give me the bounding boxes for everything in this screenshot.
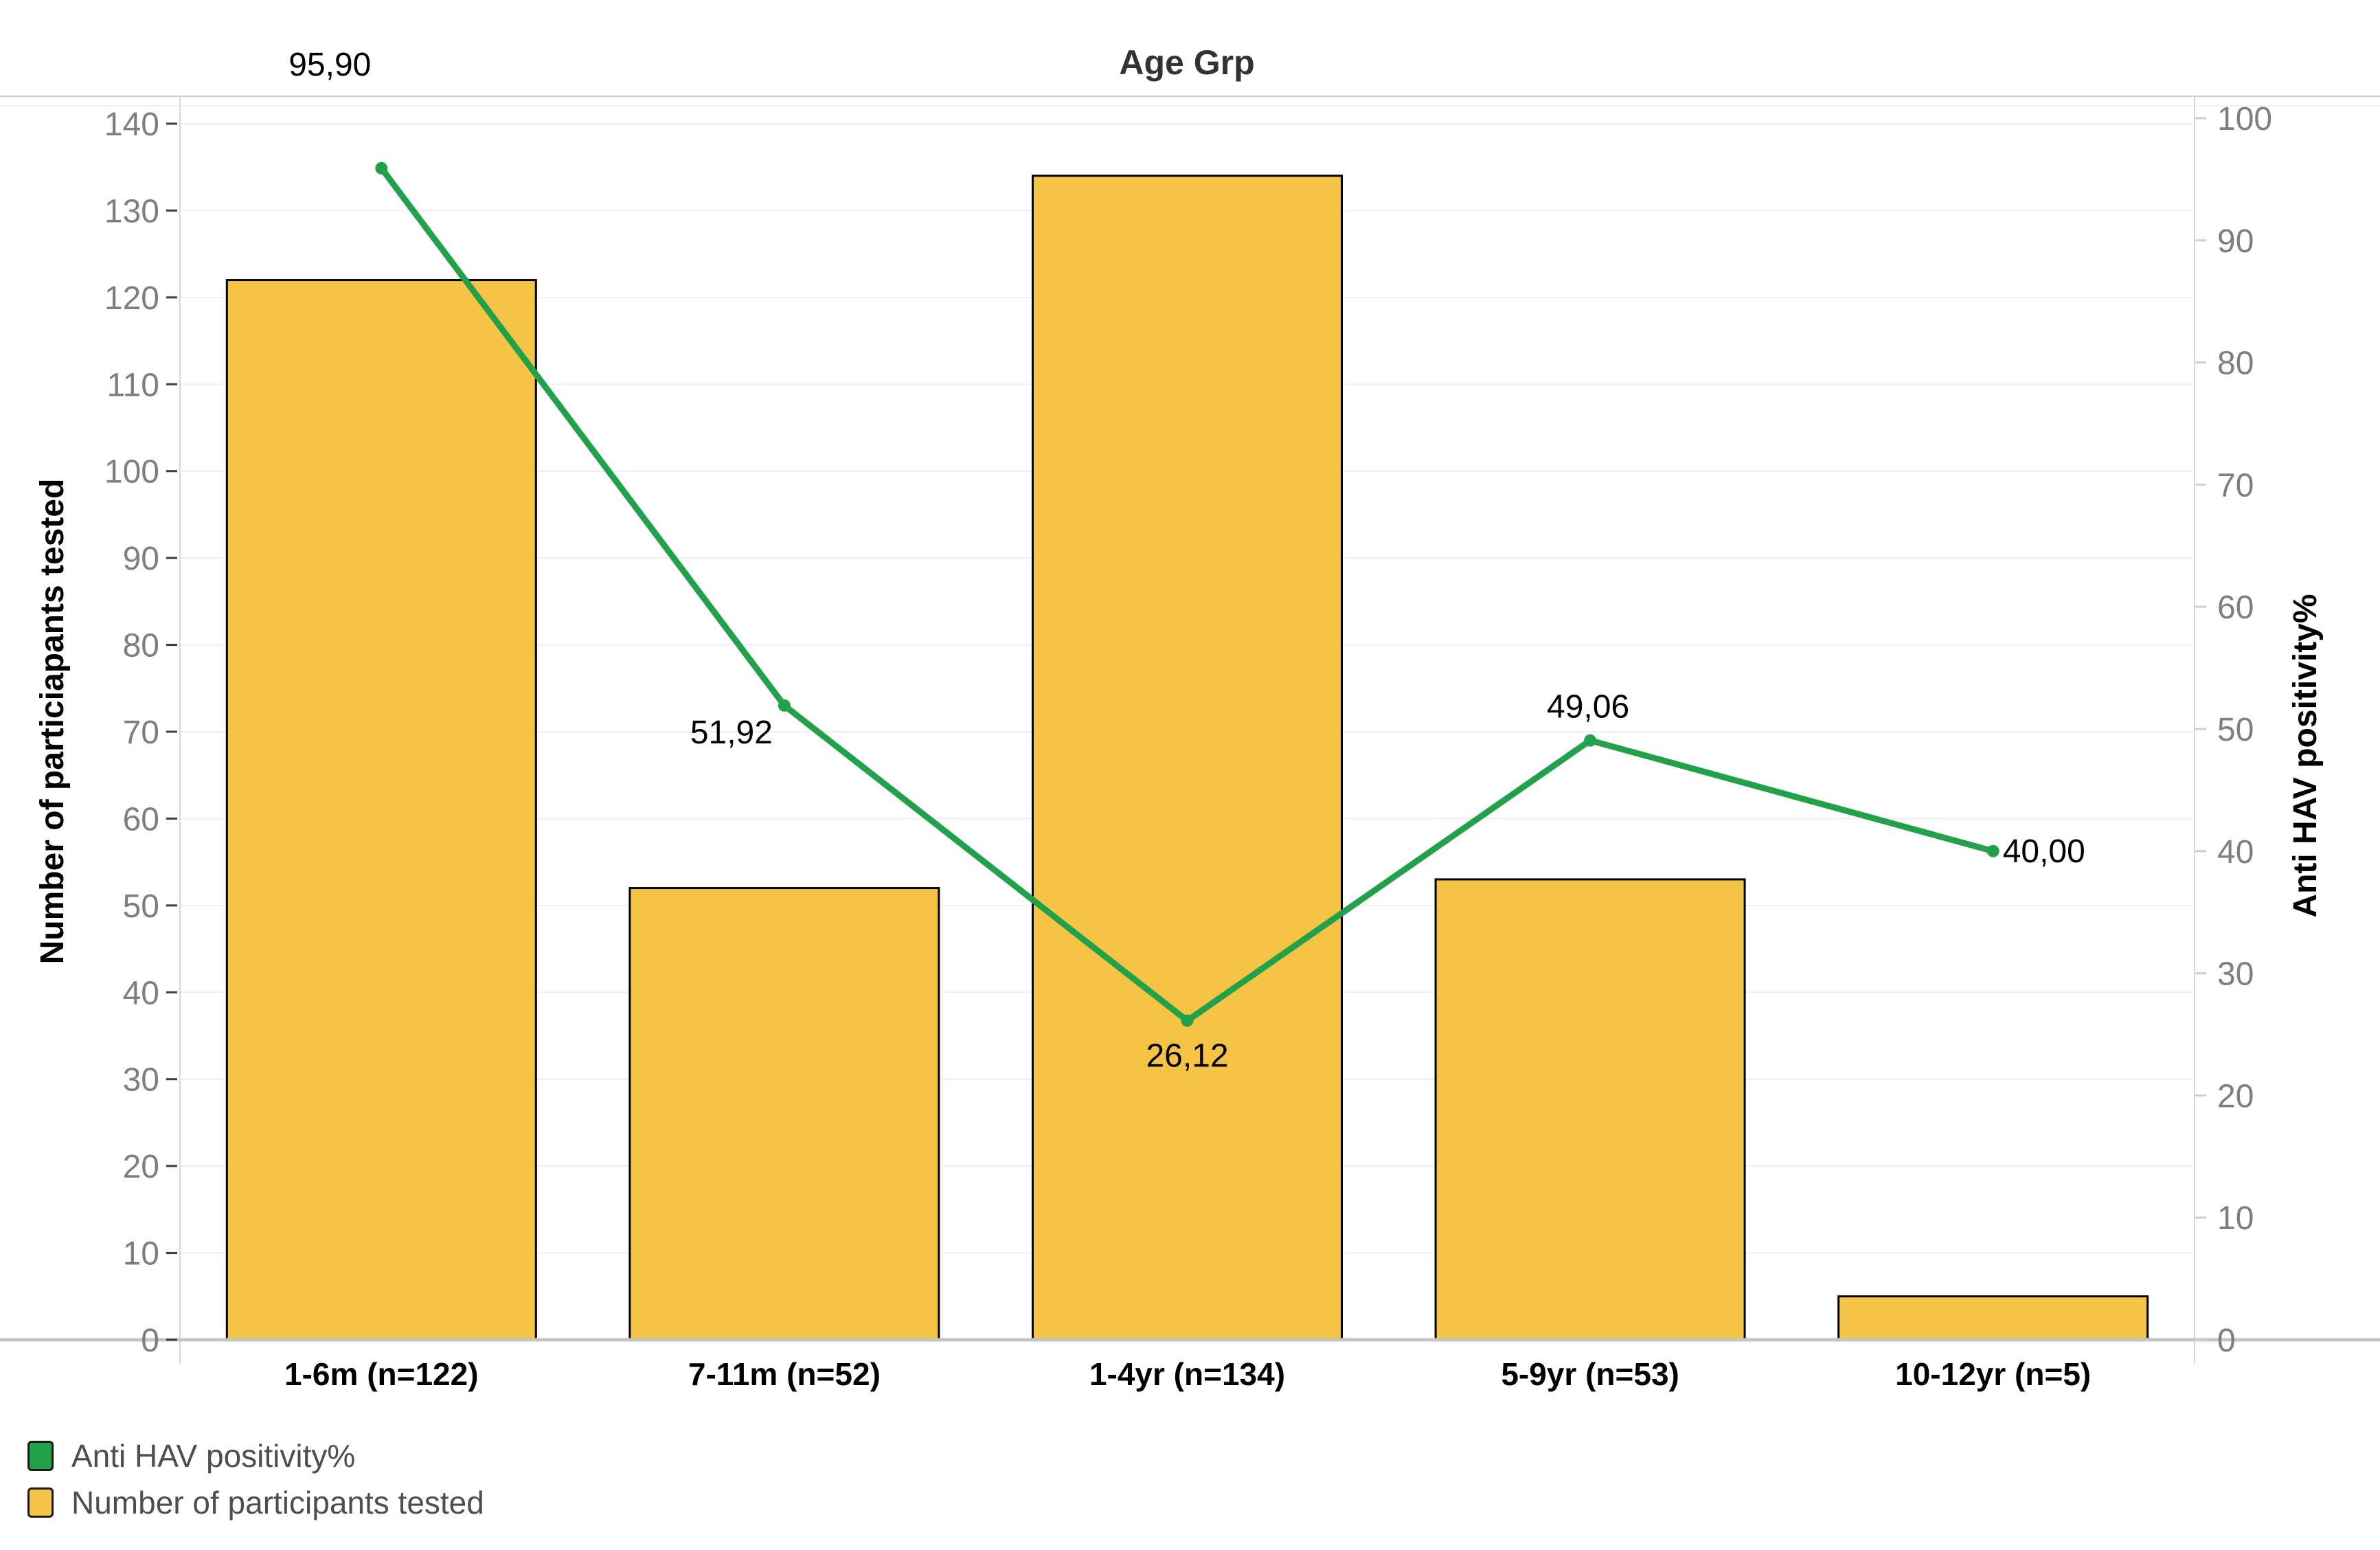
left-axis-tick-label: 10: [123, 1236, 159, 1272]
data-label: 40,00: [2003, 833, 2085, 870]
right-axis-tick-label: 50: [2217, 712, 2254, 748]
line-layer: [375, 161, 1999, 1027]
category-label: 5-9yr (n=53): [1501, 1356, 1679, 1392]
right-axis-title: Anti HAV positivity%: [2287, 594, 2324, 917]
axes-layer: [0, 96, 2380, 1364]
right-axis-tick-label: 40: [2217, 834, 2254, 871]
left-axis-title: Number of particiapants tested: [34, 479, 71, 965]
right-axis-tick-label: 10: [2217, 1200, 2254, 1237]
legend-label: Number of participants tested: [71, 1485, 484, 1520]
left-axis-tick-label: 50: [123, 888, 159, 925]
chart-title: Age Grp: [1119, 43, 1254, 82]
left-axis-tick-label: 120: [104, 280, 159, 317]
line-point-1-4yr (n=134)[interactable]: [1181, 1014, 1194, 1027]
right-axis-tick-label: 90: [2217, 223, 2254, 260]
bar-5-9yr (n=53)[interactable]: [1434, 878, 1746, 1341]
labels-layer: 0 10 20 30 40 50 60 70 80 90 100 110 120 130 140 0 10 20 3…: [104, 47, 2272, 1392]
bar-7-11m (n=52)[interactable]: [628, 887, 940, 1341]
right-axis-tick-label: 80: [2217, 346, 2254, 382]
legend: Anti HAV positivity% Number of participa…: [27, 1440, 484, 1518]
data-label: 26,12: [1146, 1038, 1228, 1075]
line-point-10-12yr (n=5)[interactable]: [1986, 844, 1999, 857]
bar-1-4yr (n=134)[interactable]: [1032, 175, 1343, 1341]
category-label: 1-6m (n=122): [284, 1356, 479, 1392]
legend-label: Anti HAV positivity%: [71, 1438, 356, 1474]
right-axis-tick-label: 70: [2217, 467, 2254, 504]
right-axis-tick-label: 20: [2217, 1078, 2254, 1114]
category-label: 10-12yr (n=5): [1895, 1356, 2091, 1392]
category-label: 7-11m (n=52): [688, 1356, 881, 1392]
left-axis-tick-label: 30: [123, 1062, 159, 1099]
bar-1-6m (n=122)[interactable]: [225, 279, 537, 1341]
left-axis-tick-label: 130: [104, 193, 159, 229]
line-point-5-9yr (n=53)[interactable]: [1584, 734, 1597, 747]
left-axis-tick-label: 90: [123, 541, 159, 577]
line-point-7-11m (n=52)[interactable]: [778, 699, 791, 712]
left-axis-tick-label: 60: [123, 801, 159, 838]
left-axis-tick-label: 40: [123, 975, 159, 1011]
left-axis-tick-label: 80: [123, 628, 159, 664]
data-label: 49,06: [1547, 689, 1629, 726]
data-label: 95,90: [288, 47, 371, 83]
left-axis-tick-label: 100: [104, 454, 159, 491]
legend-swatch-yellow: [27, 1487, 54, 1518]
left-axis-tick-label: 140: [104, 106, 159, 143]
left-axis-tick-label: 110: [106, 367, 159, 403]
legend-swatch-green: [27, 1441, 54, 1471]
right-axis-tick-label: 0: [2217, 1323, 2236, 1359]
legend-item-anti-hav[interactable]: Anti HAV positivity%: [27, 1440, 484, 1472]
legend-item-participants[interactable]: Number of participants tested: [27, 1487, 484, 1518]
category-label: 1-4yr (n=134): [1089, 1356, 1285, 1392]
bar-10-12yr (n=5)[interactable]: [1837, 1295, 2149, 1341]
left-axis-tick-label: 20: [123, 1149, 159, 1185]
left-axis-tick-label: 0: [141, 1323, 159, 1359]
data-label: 51,92: [690, 715, 773, 751]
right-axis-tick-label: 60: [2217, 589, 2254, 626]
left-axis-tick-label: 70: [123, 715, 159, 751]
bars-layer: [225, 175, 2149, 1341]
right-axis-tick-label: 100: [2217, 101, 2272, 137]
line-point-1-6m (n=122)[interactable]: [375, 161, 388, 175]
right-axis-tick-label: 30: [2217, 956, 2254, 993]
